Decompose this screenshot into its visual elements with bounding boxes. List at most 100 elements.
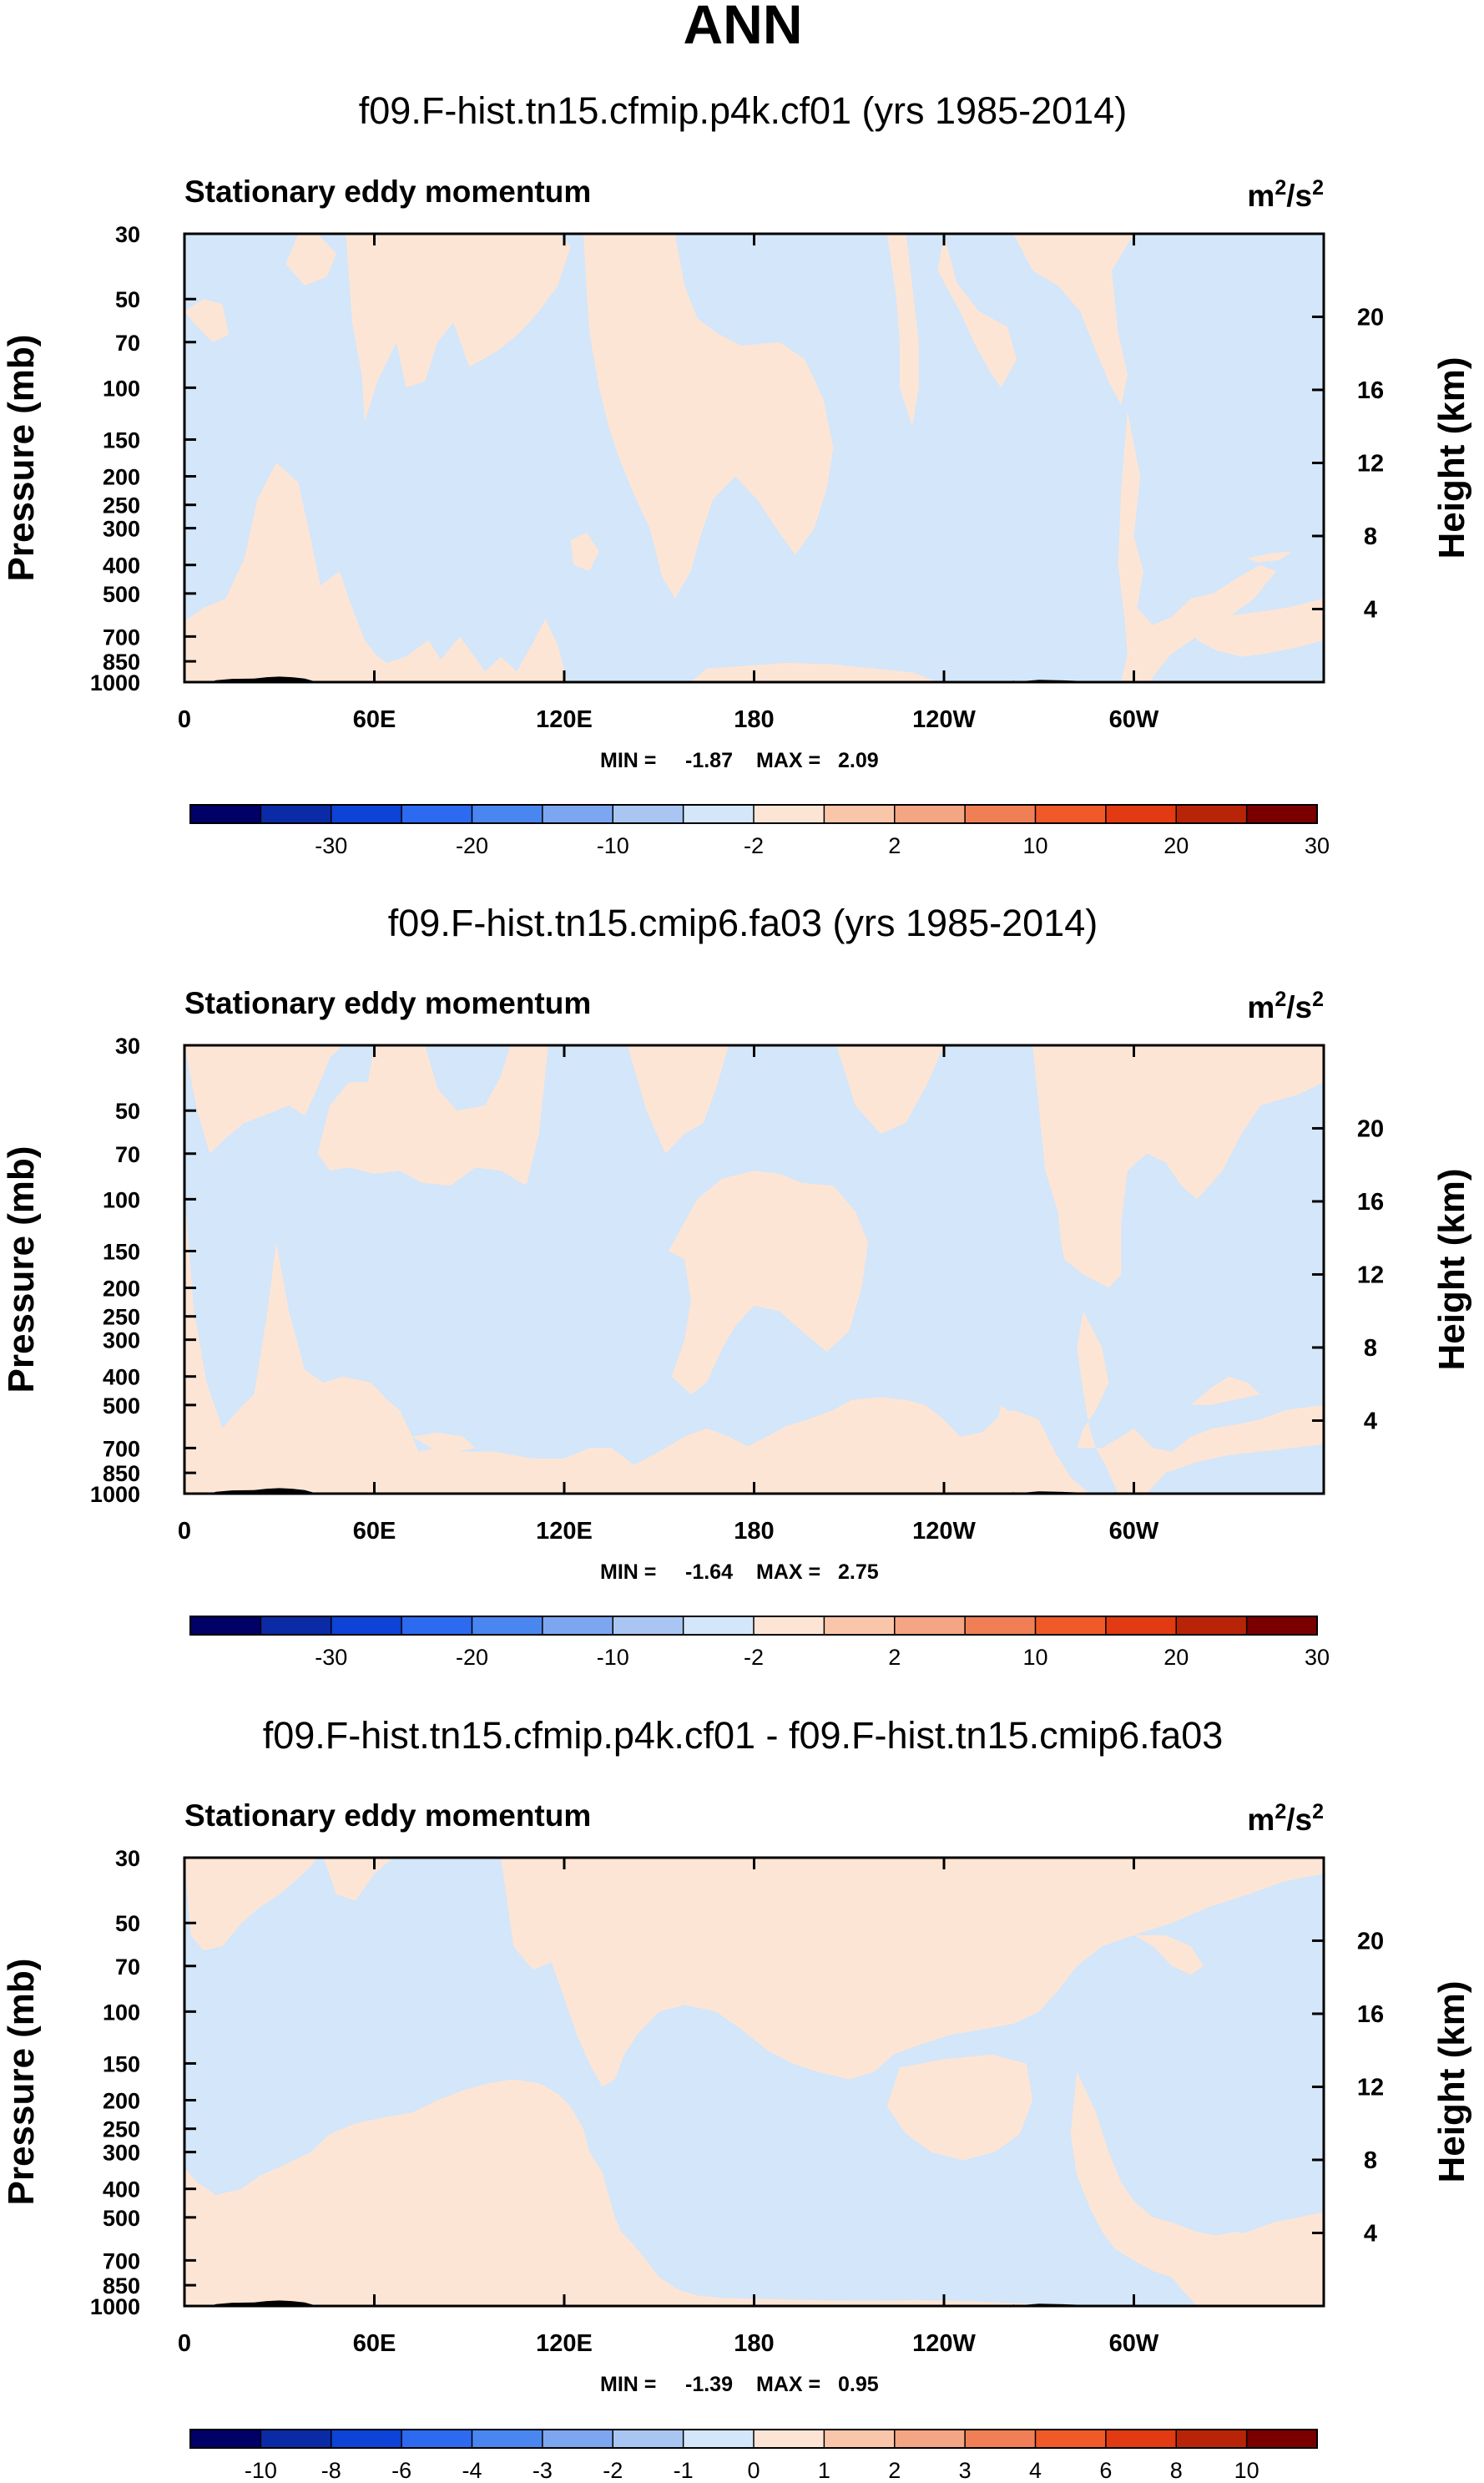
- pressure-tick-label: 250: [103, 493, 140, 518]
- colorbar-swatch: [260, 2430, 332, 2448]
- min-value: -1.64: [685, 1560, 733, 1584]
- colorbar-label: 0: [747, 2458, 760, 2483]
- units-label: m2/s2: [1247, 988, 1324, 1024]
- positive-region-13: [997, 1404, 1027, 1449]
- pressure-tick-label: 300: [103, 517, 140, 542]
- colorbar-label: 3: [959, 2458, 972, 2483]
- height-tick-label: 20: [1357, 304, 1384, 331]
- colorbar-label: -3: [533, 2458, 553, 2483]
- min-value: -1.87: [685, 749, 733, 772]
- pressure-tick-label: 30: [115, 1034, 140, 1059]
- colorbar-swatch: [190, 1616, 261, 1635]
- pressure-tick-label: 700: [103, 2248, 140, 2273]
- max-value: 2.09: [838, 749, 879, 772]
- pressure-tick-label: 500: [103, 582, 140, 607]
- colorbar-swatch: [683, 2430, 755, 2448]
- positive-region-6: [595, 1858, 707, 1984]
- colorbar-label: 20: [1163, 1645, 1189, 1670]
- colorbar-label: -10: [597, 1645, 629, 1670]
- colorbar-swatch: [1035, 805, 1107, 823]
- colorbar-swatch: [542, 2430, 613, 2448]
- topography-mask: [184, 676, 1324, 682]
- pressure-tick-label: 50: [115, 1099, 140, 1124]
- colorbar-frame: [189, 804, 1318, 824]
- pressure-tick-label: 850: [103, 2273, 140, 2298]
- colorbar-swatch: [965, 1616, 1036, 1635]
- y-axis-label-pressure: Pressure (mb): [1, 1959, 42, 2206]
- min-label: MIN =: [600, 1560, 656, 1584]
- pressure-tick-label: 400: [103, 554, 140, 579]
- positive-region-5: [184, 2079, 1166, 2306]
- pressure-tick-label: 100: [103, 2000, 140, 2025]
- pressure-tick-label: 30: [115, 1846, 140, 1871]
- plot-area: [184, 1045, 1324, 1494]
- pressure-tick-label: 700: [103, 1436, 140, 1461]
- pressure-tick-label: 1000: [90, 670, 140, 695]
- panel-2: f09.F-hist.tn15.cmip6.fa03 (yrs 1985-201…: [1, 902, 1472, 1670]
- pressure-tick-label: 50: [115, 287, 140, 312]
- colorbar-label: 8: [1170, 2458, 1183, 2483]
- positive-region-5: [583, 234, 834, 599]
- positive-region-7: [886, 234, 919, 427]
- x-tick-label: 60E: [353, 1518, 396, 1545]
- positive-region-6: [570, 532, 599, 572]
- panel-subtitle: Stationary eddy momentum: [184, 1798, 591, 1833]
- colorbar: -10 -8 -6 -4 -3 -2 -1 0 1 2 3 4 6 8 10: [189, 2429, 1318, 2483]
- pressure-tick-label: 500: [103, 1393, 140, 1418]
- colorbar-label: -2: [603, 2458, 623, 2483]
- max-label: MAX =: [756, 749, 820, 772]
- colorbar-label: 2: [888, 833, 901, 858]
- colorbar-swatch: [190, 805, 261, 823]
- topography-mask: [184, 2300, 1324, 2306]
- colorbar-swatch: [613, 1616, 684, 1635]
- pressure-tick-label: 850: [103, 1461, 140, 1486]
- colorbar-label: -6: [391, 2458, 411, 2483]
- min-label: MIN =: [600, 2373, 656, 2396]
- colorbar-swatch: [542, 1616, 613, 1635]
- pressure-tick-label: 70: [115, 1142, 140, 1167]
- positive-region-2: [317, 1045, 548, 1186]
- positive-region-12: [399, 2209, 444, 2237]
- colorbar-swatch: [824, 2430, 896, 2448]
- positive-region-3: [285, 234, 336, 286]
- colorbar-swatch: [331, 1616, 402, 1635]
- pressure-tick-label: 1000: [90, 2294, 140, 2319]
- positive-region-4: [886, 2054, 1033, 2161]
- positive-region-8: [836, 1045, 944, 1135]
- colorbar-swatch: [965, 805, 1036, 823]
- y-axis-label-pressure: Pressure (mb): [1, 1146, 42, 1393]
- height-tick-label: 8: [1364, 2147, 1377, 2174]
- colorbar-swatch: [965, 2430, 1036, 2448]
- colorbar-label: -1: [674, 2458, 694, 2483]
- x-tick-label: 180: [734, 2330, 774, 2357]
- colorbar: -30 -20 -10 -2 2 10 20 30: [189, 1616, 1330, 1670]
- pressure-tick-label: 200: [103, 1277, 140, 1302]
- pressure-tick-label: 250: [103, 1305, 140, 1330]
- height-tick-label: 16: [1357, 2001, 1384, 2028]
- x-tick-label: 120E: [536, 1518, 593, 1545]
- positive-region-11: [1190, 598, 1324, 657]
- positive-region-8: [937, 234, 1017, 388]
- colorbar-swatch: [401, 1616, 472, 1635]
- colorbar-swatch: [894, 2430, 966, 2448]
- pressure-tick-label: 70: [115, 331, 140, 356]
- positive-region-11: [1077, 1311, 1324, 1494]
- height-tick-label: 12: [1357, 1262, 1384, 1288]
- colorbar-swatch: [824, 805, 896, 823]
- colorbar-swatch: [1105, 805, 1177, 823]
- colorbar-swatch: [1035, 1616, 1107, 1635]
- x-tick-label: 120W: [912, 706, 976, 733]
- positive-region-2: [184, 299, 230, 342]
- positive-region-3: [501, 1858, 1324, 2087]
- colorbar-swatch: [754, 1616, 825, 1635]
- colorbar-swatch: [1246, 805, 1318, 823]
- height-tick-label: 4: [1364, 2220, 1377, 2247]
- plot-area: [184, 1858, 1324, 2306]
- colorbar-swatch: [1105, 2430, 1177, 2448]
- colorbar-swatch: [331, 805, 402, 823]
- panel-1: f09.F-hist.tn15.cfmip.p4k.cf01 (yrs 1985…: [1, 89, 1472, 858]
- colorbar-label: -30: [315, 1645, 347, 1670]
- colorbar-swatch: [472, 2430, 543, 2448]
- colorbar-label: -10: [245, 2458, 277, 2483]
- colorbar-swatch: [824, 1616, 896, 1635]
